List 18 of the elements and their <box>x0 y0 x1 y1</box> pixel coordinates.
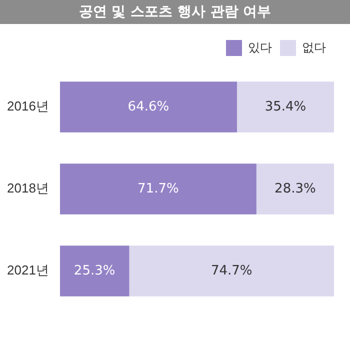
bar <box>256 164 334 214</box>
legend-label: 있다 <box>248 40 272 54</box>
data-label: 35.4% <box>264 99 306 114</box>
bar <box>60 164 256 214</box>
legend-label: 없다 <box>302 40 326 54</box>
bar <box>129 246 334 296</box>
data-label: 74.7% <box>210 263 252 278</box>
y-tick-label: 2018년 <box>7 180 49 196</box>
chart-title: 공연 및 스포츠 행사 관람 여부 <box>0 0 350 24</box>
data-label: 28.3% <box>274 181 316 196</box>
y-tick-label: 2016년 <box>7 98 49 114</box>
bar <box>236 82 334 132</box>
y-tick-label: 2021년 <box>7 262 49 278</box>
data-label: 25.3% <box>74 263 116 278</box>
data-label: 64.6% <box>128 99 170 114</box>
data-label: 71.7% <box>138 181 179 196</box>
bar <box>60 82 237 132</box>
bar <box>60 246 130 296</box>
